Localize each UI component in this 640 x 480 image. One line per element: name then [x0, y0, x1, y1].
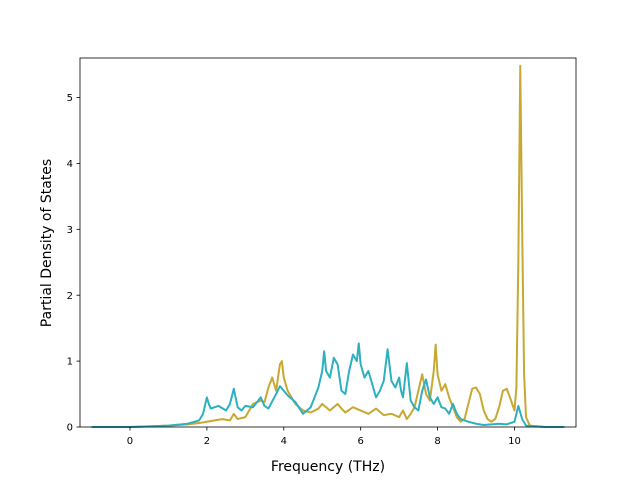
series-line-2 — [91, 342, 565, 428]
x-axis-label: Frequency (THz) — [271, 459, 385, 475]
x-tick-label: 0 — [127, 436, 133, 447]
x-tick-label: 2 — [204, 436, 210, 447]
x-tick-label: 6 — [357, 436, 363, 447]
y-tick-label: 1 — [67, 357, 73, 368]
y-tick-label: 3 — [67, 225, 73, 236]
y-tick-label: 5 — [67, 93, 73, 104]
axes-frame — [79, 57, 577, 428]
y-tick-label: 2 — [67, 291, 73, 302]
series-layer — [91, 64, 565, 428]
y-axis-label: Partial Density of States — [39, 159, 55, 327]
x-tick-label: 10 — [508, 436, 521, 447]
series-line-1 — [91, 64, 565, 428]
x-tick-label: 8 — [434, 436, 440, 447]
y-tick-label: 4 — [67, 159, 73, 170]
y-tick-label: 0 — [67, 423, 73, 434]
ticks-layer: 0 2 4 6 8 10 0 1 2 3 4 5 — [67, 93, 521, 447]
x-tick-label: 4 — [281, 436, 287, 447]
